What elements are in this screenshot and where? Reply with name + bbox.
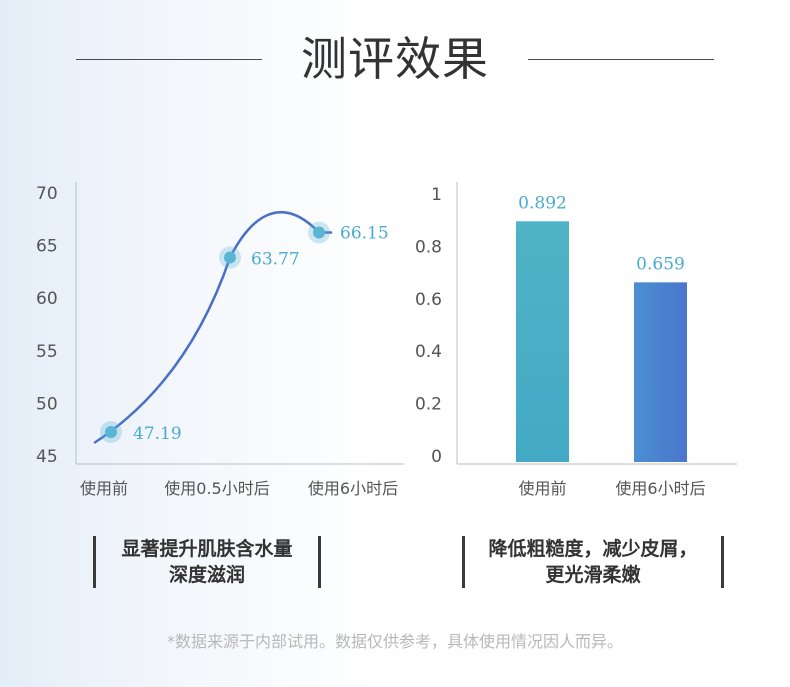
line-chart-point	[105, 425, 117, 438]
line-chart-data-label: 47.19	[133, 424, 182, 444]
line-chart-data-label: 66.15	[340, 224, 389, 244]
caption-left: 显著提升肌肤含水量 深度滋润	[93, 536, 321, 588]
bar-chart-y-tick-label: 0.4	[415, 342, 442, 362]
bar-chart: 1 0.8 0.6 0.4 0.2 0 0.892 使用前 0.659 使用6小时后	[415, 182, 737, 498]
title-divider-left	[76, 59, 262, 60]
bar-chart-data-label: 0.659	[636, 254, 685, 274]
line-chart: 70 65 60 55 50 45 使用前 使用0.5小时后 使用6小时后 47.19 63.77 6…	[36, 182, 404, 498]
caption-left-line-2: 深度滋润	[168, 564, 245, 586]
line-chart-x-tick-label: 使用6小时后	[308, 479, 398, 498]
bar-chart-y-tick-label: 0	[431, 447, 442, 467]
page-title: 测评效果	[301, 32, 489, 86]
line-chart-y-tick-label: 65	[36, 237, 58, 257]
caption-left-line-1: 显著提升肌肤含水量	[121, 538, 293, 560]
caption-right: 降低粗糙度，减少皮屑， 更光滑柔嫩	[462, 536, 724, 588]
bar-chart-bar	[516, 221, 569, 462]
line-chart-y-tick-label: 55	[36, 342, 58, 362]
title-bar: 测评效果	[0, 28, 790, 90]
bar-chart-y-tick-label: 0.2	[415, 395, 442, 415]
bar-chart-bar	[634, 282, 687, 462]
line-chart-y-tick-label: 70	[36, 184, 58, 204]
title-divider-right	[528, 59, 714, 60]
line-chart-series-line	[93, 211, 333, 444]
bar-chart-x-tick-label: 使用前	[518, 479, 566, 498]
footnote: *数据来源于内部试用。数据仅供参考，具体使用情况因人而异。	[166, 632, 623, 651]
line-chart-x-tick-label: 使用前	[80, 479, 128, 498]
line-chart-point	[224, 251, 236, 264]
line-chart-y-tick-label: 45	[36, 447, 58, 467]
bar-chart-y-tick-label: 1	[431, 185, 442, 205]
line-chart-point	[313, 226, 325, 239]
bar-chart-x-tick-label: 使用6小时后	[615, 479, 705, 498]
line-chart-data-label: 63.77	[251, 250, 300, 270]
line-chart-y-tick-label: 50	[36, 394, 58, 414]
line-chart-x-tick-label: 使用0.5小时后	[164, 479, 269, 498]
bar-chart-data-label: 0.892	[518, 193, 567, 213]
bar-chart-y-tick-label: 0.6	[415, 290, 442, 310]
caption-right-line-2: 更光滑柔嫩	[545, 564, 641, 586]
line-chart-y-tick-label: 60	[36, 289, 58, 309]
bar-chart-y-tick-label: 0.8	[415, 237, 442, 257]
caption-right-line-1: 降低粗糙度，减少皮屑，	[488, 538, 698, 560]
